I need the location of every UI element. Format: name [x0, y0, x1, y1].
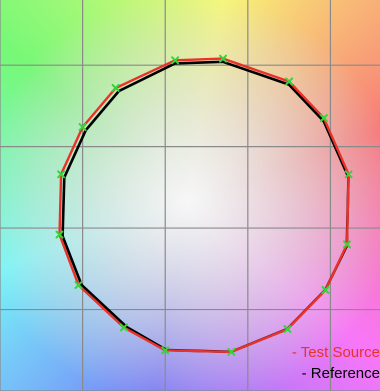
marker-layer [55, 54, 353, 356]
data-point-marker [119, 323, 128, 332]
data-point-marker [111, 83, 120, 92]
data-point-marker [319, 114, 328, 123]
series-reference-line [61, 60, 350, 354]
data-point-marker [283, 325, 292, 334]
data-point-marker [321, 285, 330, 294]
data-point-marker [55, 230, 64, 239]
data-point-marker [285, 77, 294, 86]
data-point-marker [171, 56, 180, 65]
data-point-marker [219, 54, 228, 63]
legend-test-source: - Test Source [291, 344, 380, 361]
data-point-marker [57, 170, 66, 179]
data-point-marker [227, 347, 236, 356]
legend-reference: - Reference [301, 365, 380, 382]
data-point-marker [344, 170, 353, 179]
data-point-marker [74, 281, 83, 290]
data-point-marker [78, 123, 87, 132]
series-layer [58, 57, 350, 354]
data-point-marker [342, 240, 351, 249]
data-point-marker [161, 346, 170, 355]
